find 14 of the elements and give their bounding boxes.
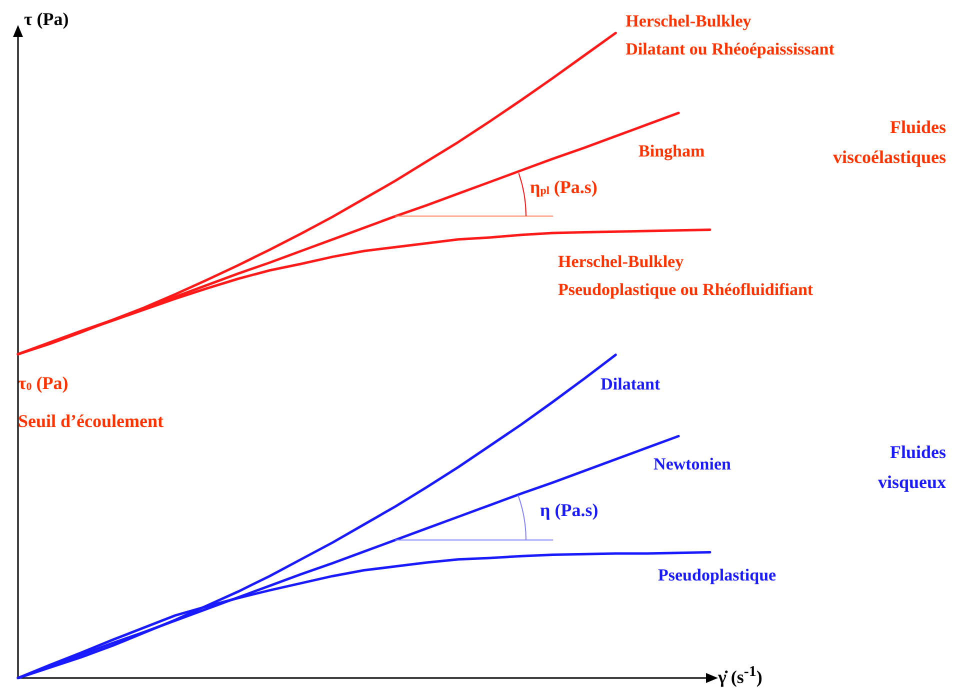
annotation: Seuil d’écoulement xyxy=(18,411,164,431)
text: Fluides visqueux xyxy=(878,442,946,492)
annotation: η (Pa.s) xyxy=(540,500,598,520)
annotation: ηpl (Pa.s) xyxy=(530,177,598,197)
series-label: Bingham xyxy=(638,141,705,160)
series-label: Herschel-Bulkley Pseudoplastique ou Rhéofluidifiant xyxy=(558,252,814,300)
annotation: τ0 (Pa) xyxy=(18,373,68,393)
series-label: Herschel-Bulkley Dilatant ou Rhéoépaississant xyxy=(626,12,835,58)
y-axis-title: τ (Pa) xyxy=(24,9,69,29)
series-label: Newtonien xyxy=(654,454,732,474)
text: Fluides viscoélastiques xyxy=(832,117,946,167)
x-axis-title: γ̇ (s$^{-1}$) xyxy=(718,664,762,688)
series-label: Dilatant xyxy=(600,374,660,394)
series-label: Pseudoplastique xyxy=(658,566,777,585)
